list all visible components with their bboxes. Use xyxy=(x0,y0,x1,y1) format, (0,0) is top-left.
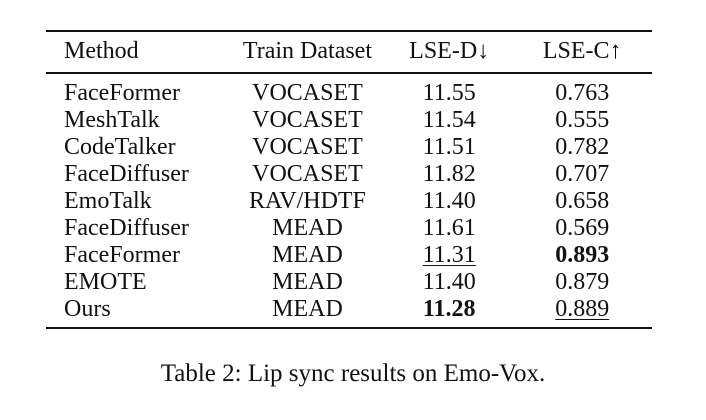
cell-lse-c-second-best: 0.889 xyxy=(555,296,610,322)
header-train-dataset: Train Dataset xyxy=(242,38,372,64)
cell-lse-c: 0.763 xyxy=(555,80,610,106)
cell-lse-d-best: 11.28 xyxy=(422,296,476,322)
table-row: EMOTE MEAD 11.40 0.879 xyxy=(46,269,652,296)
cell-method: FaceDiffuser xyxy=(64,161,189,187)
table-row: Ours MEAD 11.28 0.889 xyxy=(46,296,652,328)
table-row: FaceDiffuser MEAD 11.61 0.569 xyxy=(46,215,652,242)
table-caption: Table 2: Lip sync results on Emo-Vox. xyxy=(160,360,546,387)
header-lse-c: LSE-C↑ xyxy=(542,38,622,64)
cell-method: EMOTE xyxy=(64,269,147,295)
cell-lse-d: 11.61 xyxy=(422,215,476,241)
table-row: MeshTalk VOCASET 11.54 0.555 xyxy=(46,107,652,134)
header-method: Method xyxy=(64,38,139,64)
header-lse-d: LSE-D↓ xyxy=(409,38,490,64)
cell-method: FaceFormer xyxy=(64,80,180,106)
cell-dataset: MEAD xyxy=(272,242,343,268)
cell-dataset: MEAD xyxy=(272,215,343,241)
cell-lse-c: 0.555 xyxy=(555,107,610,133)
results-table-container: Method Train Dataset LSE-D↓ LSE-C↑ FaceF… xyxy=(46,30,652,329)
table-row: FaceFormer MEAD 11.31 0.893 xyxy=(46,242,652,269)
cell-lse-c: 0.782 xyxy=(555,134,610,160)
table-row: FaceFormer VOCASET 11.55 0.763 xyxy=(46,73,652,107)
cell-lse-d-second-best: 11.31 xyxy=(422,242,476,268)
cell-dataset: VOCASET xyxy=(252,107,363,133)
table-row: FaceDiffuser VOCASET 11.82 0.707 xyxy=(46,161,652,188)
table-row: CodeTalker VOCASET 11.51 0.782 xyxy=(46,134,652,161)
table-row: EmoTalk RAV/HDTF 11.40 0.658 xyxy=(46,188,652,215)
cell-lse-d: 11.40 xyxy=(422,188,476,214)
cell-dataset: MEAD xyxy=(272,269,343,295)
cell-lse-d: 11.55 xyxy=(422,80,476,106)
cell-lse-d: 11.51 xyxy=(422,134,476,160)
cell-method: FaceFormer xyxy=(64,242,180,268)
cell-dataset: VOCASET xyxy=(252,161,363,187)
cell-dataset: VOCASET xyxy=(252,134,363,160)
cell-method: CodeTalker xyxy=(64,134,176,160)
table-header-row: Method Train Dataset LSE-D↓ LSE-C↑ xyxy=(46,31,652,73)
cell-lse-d: 11.54 xyxy=(422,107,476,133)
cell-lse-d: 11.40 xyxy=(422,269,476,295)
cell-lse-c: 0.658 xyxy=(555,188,610,214)
cell-dataset: RAV/HDTF xyxy=(248,188,366,214)
cell-lse-c-best: 0.893 xyxy=(555,242,610,268)
cell-lse-c: 0.879 xyxy=(555,269,610,295)
cell-dataset: MEAD xyxy=(272,296,343,322)
cell-dataset: VOCASET xyxy=(252,80,363,106)
results-table: Method Train Dataset LSE-D↓ LSE-C↑ FaceF… xyxy=(46,30,652,329)
cell-lse-c: 0.707 xyxy=(555,161,610,187)
cell-lse-d: 11.82 xyxy=(422,161,476,187)
cell-method: EmoTalk xyxy=(64,188,152,214)
cell-method: Ours xyxy=(64,296,111,322)
cell-lse-c: 0.569 xyxy=(555,215,610,241)
cell-method: FaceDiffuser xyxy=(64,215,189,241)
cell-method: MeshTalk xyxy=(64,107,160,133)
